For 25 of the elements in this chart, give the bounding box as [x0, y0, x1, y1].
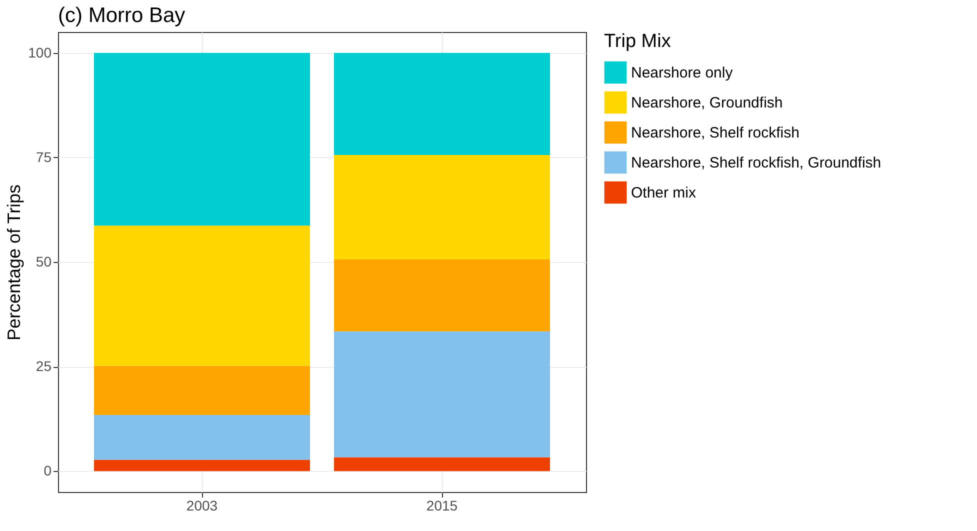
y-tick-label: 0	[44, 462, 52, 479]
x-tick-label: 2015	[426, 498, 458, 514]
legend-label: Nearshore, Groundfish	[631, 94, 783, 112]
bar	[334, 457, 550, 472]
legend-label: Other mix	[631, 184, 697, 202]
bar	[94, 460, 310, 472]
legend-title: Trip Mix	[604, 31, 672, 52]
legend-label: Nearshore, Shelf rockfish	[631, 124, 800, 142]
legend-label: Nearshore only	[631, 64, 734, 82]
y-tick-label: 50	[36, 254, 52, 270]
y-tick-label: 75	[36, 148, 52, 165]
bar	[94, 226, 310, 366]
bar	[94, 52, 310, 226]
bar	[334, 154, 550, 260]
bar	[334, 331, 550, 458]
y-axis-title: Percentage of Trips	[4, 184, 24, 341]
x-tick-label: 2003	[186, 498, 218, 514]
bar	[94, 415, 310, 460]
chart-title: (c) Morro Bay	[58, 4, 186, 27]
bar	[94, 366, 310, 416]
y-tick-label: 100	[28, 44, 52, 60]
legend-label: Nearshore, Shelf rockfish, Groundfish	[631, 154, 882, 172]
bar	[334, 52, 550, 155]
y-tick-label: 25	[36, 358, 52, 374]
bar	[334, 259, 550, 332]
